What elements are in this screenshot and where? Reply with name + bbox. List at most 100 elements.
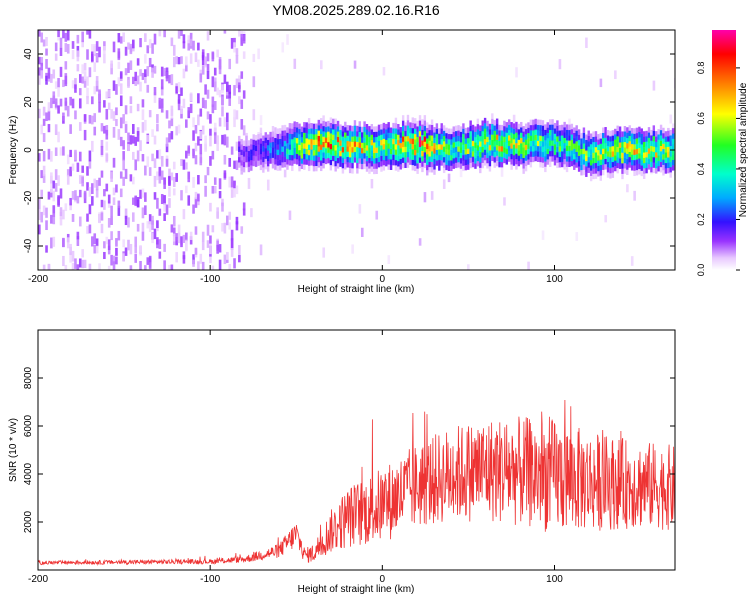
spectrogram-noise-cell — [153, 65, 157, 74]
spectrogram-ridge-cell — [616, 167, 619, 174]
spectrogram-ridge-cell — [551, 119, 554, 125]
spectrogram-noise-cell — [630, 256, 634, 266]
spectrogram-noise-cell — [132, 176, 135, 185]
spectrogram-ridge-cell — [522, 163, 525, 169]
spectrogram-noise-cell — [213, 81, 217, 92]
spectrogram-ridge-cell — [616, 130, 619, 137]
spectrogram-noise-cell — [223, 170, 227, 178]
spectrogram-ridge-cell — [339, 145, 342, 152]
spectrogram-noise-cell — [103, 41, 106, 51]
spectrogram-noise-cell — [189, 103, 193, 114]
spectrogram-ridge-cell — [288, 144, 292, 150]
spectrogram-ridge-cell — [298, 165, 301, 172]
spectrogram-ridge-cell — [592, 163, 595, 169]
spectrogram-ridge-cell — [247, 145, 251, 152]
spectrogram-ridge-cell — [401, 125, 405, 132]
spectrogram-ridge-cell — [618, 126, 622, 132]
spectrogram-ridge-cell — [312, 139, 316, 146]
spectrogram-ridge-cell — [582, 148, 586, 155]
spectrogram-ridge-cell — [411, 149, 414, 155]
spectrogram-noise-cell — [83, 129, 87, 141]
spectrogram-ridge-cell — [341, 168, 345, 174]
spectrogram-ridge-cell — [254, 135, 258, 141]
spectrogram-ridge-cell — [305, 148, 308, 155]
spectrogram-ridge-cell — [493, 146, 496, 152]
spectrogram-ridge-cell — [452, 126, 455, 132]
spectrogram-ridge-cell — [418, 120, 422, 126]
spectrogram-ridge-cell — [616, 152, 619, 158]
spectrogram-noise-cell — [124, 208, 128, 219]
spectrogram-ridge-cell — [520, 153, 523, 160]
spectrogram-noise-cell — [216, 49, 219, 58]
spectrogram-ridge-cell — [522, 131, 525, 137]
spectrogram-noise-cell — [91, 44, 94, 55]
spectrogram-noise-cell — [233, 186, 236, 198]
spectrogram-noise-cell — [201, 97, 205, 109]
spectrogram-ridge-cell — [536, 145, 540, 152]
spectrogram-ridge-cell — [517, 160, 521, 167]
spectrogram-ridge-cell — [561, 151, 564, 157]
colorbar-gradient — [712, 30, 736, 270]
spectrogram-ridge-cell — [534, 134, 537, 141]
spectrogram-ridge-cell — [399, 163, 402, 170]
spectrogram-ridge-cell — [541, 146, 545, 153]
spectrogram-noise-cell — [119, 188, 123, 198]
spectrogram-ridge-cell — [486, 126, 489, 132]
spectrogram-noise-cell — [112, 197, 116, 205]
spec-x-tick-label: 0 — [380, 274, 386, 285]
spectrogram-ridge-cell — [669, 129, 672, 136]
spectrogram-ridge-cell — [445, 132, 448, 139]
spectrogram-ridge-cell — [623, 162, 627, 169]
spectrogram-ridge-cell — [488, 144, 492, 151]
spectrogram-ridge-cell — [329, 133, 333, 139]
spectrogram-noise-cell — [238, 75, 241, 83]
spectrogram-ridge-cell — [382, 143, 386, 150]
spectrogram-ridge-cell — [423, 115, 427, 121]
spectrogram-noise-cell — [189, 92, 193, 102]
spectrogram-ridge-cell — [389, 127, 393, 134]
spectrogram-ridge-cell — [295, 137, 299, 144]
spectrogram-noise-cell — [124, 215, 128, 226]
spectrogram-ridge-cell — [283, 151, 287, 157]
spectrogram-noise-cell — [153, 228, 157, 240]
spectrogram-noise-cell — [230, 238, 234, 249]
spectrogram-ridge-cell — [457, 156, 460, 163]
spectrogram-ridge-cell — [344, 127, 347, 133]
spectrogram-noise-cell — [182, 234, 186, 243]
spectrogram-ridge-cell — [351, 136, 354, 142]
spectrogram-noise-cell — [168, 264, 171, 270]
spectrogram-ridge-cell — [476, 150, 480, 156]
spectrogram-noise-cell — [206, 224, 210, 236]
spectrogram-ridge-cell — [587, 162, 590, 168]
spectrogram-ridge-cell — [245, 151, 248, 158]
spectrogram-ridge-cell — [428, 166, 431, 173]
spectrogram-noise-cell — [146, 156, 150, 167]
spectrogram-ridge-cell — [440, 144, 443, 150]
spectrogram-ridge-cell — [315, 144, 318, 151]
spectrogram-ridge-cell — [394, 149, 398, 155]
spectrogram-noise-cell — [110, 63, 113, 75]
spectrogram-noise-cell — [64, 101, 68, 111]
spectrogram-ridge-cell — [365, 129, 369, 135]
spectrogram-ridge-cell — [606, 130, 610, 136]
spectrogram-ridge-cell — [336, 141, 340, 148]
spectrogram-ridge-cell — [380, 166, 383, 172]
spectrogram-ridge-cell — [454, 157, 458, 163]
spectrogram-ridge-cell — [483, 133, 487, 140]
spectrogram-ridge-cell — [332, 118, 335, 125]
spectrogram-ridge-cell — [344, 137, 347, 144]
spectrogram-ridge-cell — [286, 148, 289, 154]
spectrogram-ridge-cell — [616, 162, 619, 169]
spectrogram-ridge-cell — [329, 117, 333, 123]
spectrogram-ridge-cell — [401, 162, 405, 169]
spectrogram-ridge-cell — [414, 155, 417, 161]
spectrogram-noise-cell — [226, 112, 229, 123]
spectrogram-noise-cell — [132, 76, 135, 85]
spectrogram-ridge-cell — [469, 141, 472, 148]
spectrogram-ridge-cell — [442, 130, 446, 137]
spectrogram-ridge-cell — [317, 135, 320, 142]
spectrogram-noise-cell — [148, 214, 152, 225]
spectrogram-noise-cell — [218, 117, 222, 127]
spectrogram-ridge-cell — [659, 145, 663, 152]
spectrogram-ridge-cell — [529, 156, 533, 163]
